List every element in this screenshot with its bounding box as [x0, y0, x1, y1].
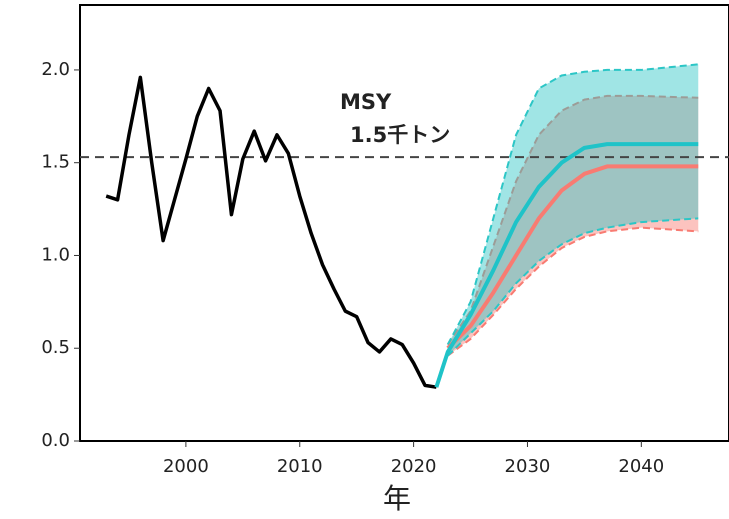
y-tick-label: 2.0: [41, 59, 70, 80]
band-edge: [446, 63, 699, 345]
y-tick-label: 1.5: [41, 152, 70, 173]
band-edge: [446, 94, 699, 346]
x-tick-label: 2030: [505, 456, 551, 477]
band-edge: [447, 217, 699, 357]
x-tick-label: 2020: [391, 456, 437, 477]
band-edge: [447, 226, 699, 357]
projection-band: [447, 64, 699, 356]
y-tick-label: 1.0: [41, 244, 70, 265]
msy-label: MSY: [340, 90, 392, 114]
series-line: [434, 142, 699, 388]
x-axis-label: 年: [383, 482, 411, 515]
series-line: [446, 164, 699, 350]
x-tick-label: 2040: [618, 456, 664, 477]
plot-frame: [79, 4, 729, 442]
msy-label: 1.5千トン: [350, 123, 450, 147]
y-tick-label: 0.0: [41, 430, 70, 451]
series-line: [105, 75, 437, 389]
x-tick-label: 2000: [163, 456, 209, 477]
y-tick-label: 0.5: [41, 337, 70, 358]
x-tick-label: 2010: [277, 456, 323, 477]
